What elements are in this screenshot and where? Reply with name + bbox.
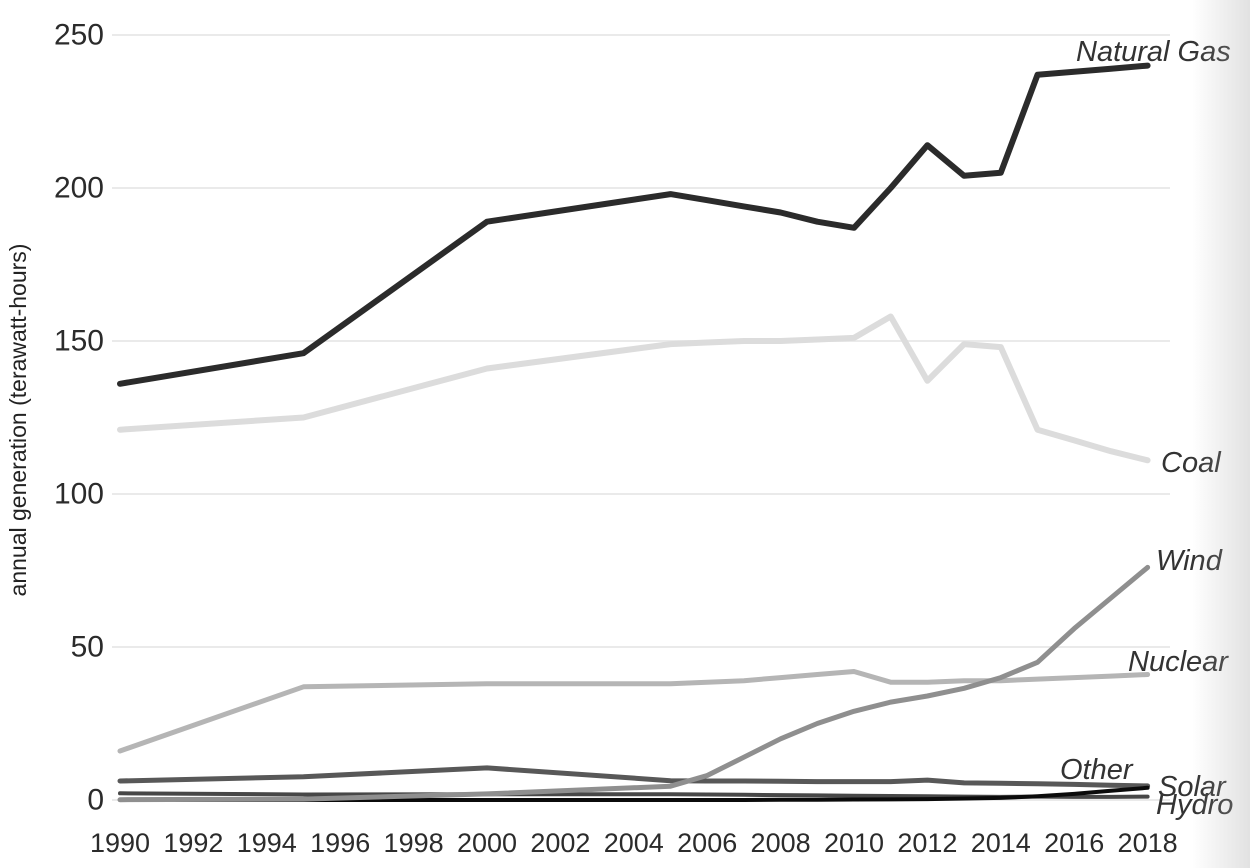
x-tick-label-2006: 2006 xyxy=(677,828,737,858)
x-tick-label-1992: 1992 xyxy=(163,828,223,858)
y-tick-label-0: 0 xyxy=(87,784,104,817)
y-tick-label-200: 200 xyxy=(54,172,104,205)
series-line-nuclear xyxy=(117,669,1151,754)
series-line-wind xyxy=(117,564,1151,803)
x-tick-label-2004: 2004 xyxy=(604,828,664,858)
x-tick-label-1994: 1994 xyxy=(237,828,297,858)
series-label-other: Other xyxy=(1060,754,1134,786)
x-tick-label-2008: 2008 xyxy=(751,828,811,858)
series-label-hydro: Hydro xyxy=(1156,789,1233,821)
y-tick-label-150: 150 xyxy=(54,325,104,358)
x-tick-label-2012: 2012 xyxy=(897,828,957,858)
x-tick-label-2002: 2002 xyxy=(530,828,590,858)
series-line-other xyxy=(117,765,1151,789)
y-axis-tick-labels: 0 50 100 150 200 250 xyxy=(54,19,104,817)
y-tick-label-50: 50 xyxy=(71,631,104,664)
series-line-natural_gas xyxy=(117,62,1151,387)
x-tick-label-2010: 2010 xyxy=(824,828,884,858)
x-tick-label-1990: 1990 xyxy=(90,828,150,858)
x-tick-label-2014: 2014 xyxy=(971,828,1031,858)
series-label-natural_gas: Natural Gas xyxy=(1076,36,1231,68)
x-tick-label-2000: 2000 xyxy=(457,828,517,858)
series-lines xyxy=(117,62,1151,803)
series-label-solar: Solar xyxy=(1158,771,1227,803)
x-tick-label-2016: 2016 xyxy=(1044,828,1104,858)
y-tick-label-100: 100 xyxy=(54,478,104,511)
x-tick-label-1998: 1998 xyxy=(384,828,444,858)
x-tick-label-2018: 2018 xyxy=(1118,828,1178,858)
series-label-wind: Wind xyxy=(1156,545,1223,577)
y-axis-title: annual generation (terawatt-hours) xyxy=(5,244,31,597)
y-tick-label-250: 250 xyxy=(54,19,104,52)
x-tick-label-1996: 1996 xyxy=(310,828,370,858)
series-line-coal xyxy=(117,313,1151,464)
series-label-nuclear: Nuclear xyxy=(1128,646,1229,678)
series-label-coal: Coal xyxy=(1161,447,1222,479)
series-line-solar xyxy=(118,785,1150,802)
x-axis-tick-labels: 1990 1992 1994 1996 1998 2000 2002 2004 2006 2008… xyxy=(90,828,1178,858)
